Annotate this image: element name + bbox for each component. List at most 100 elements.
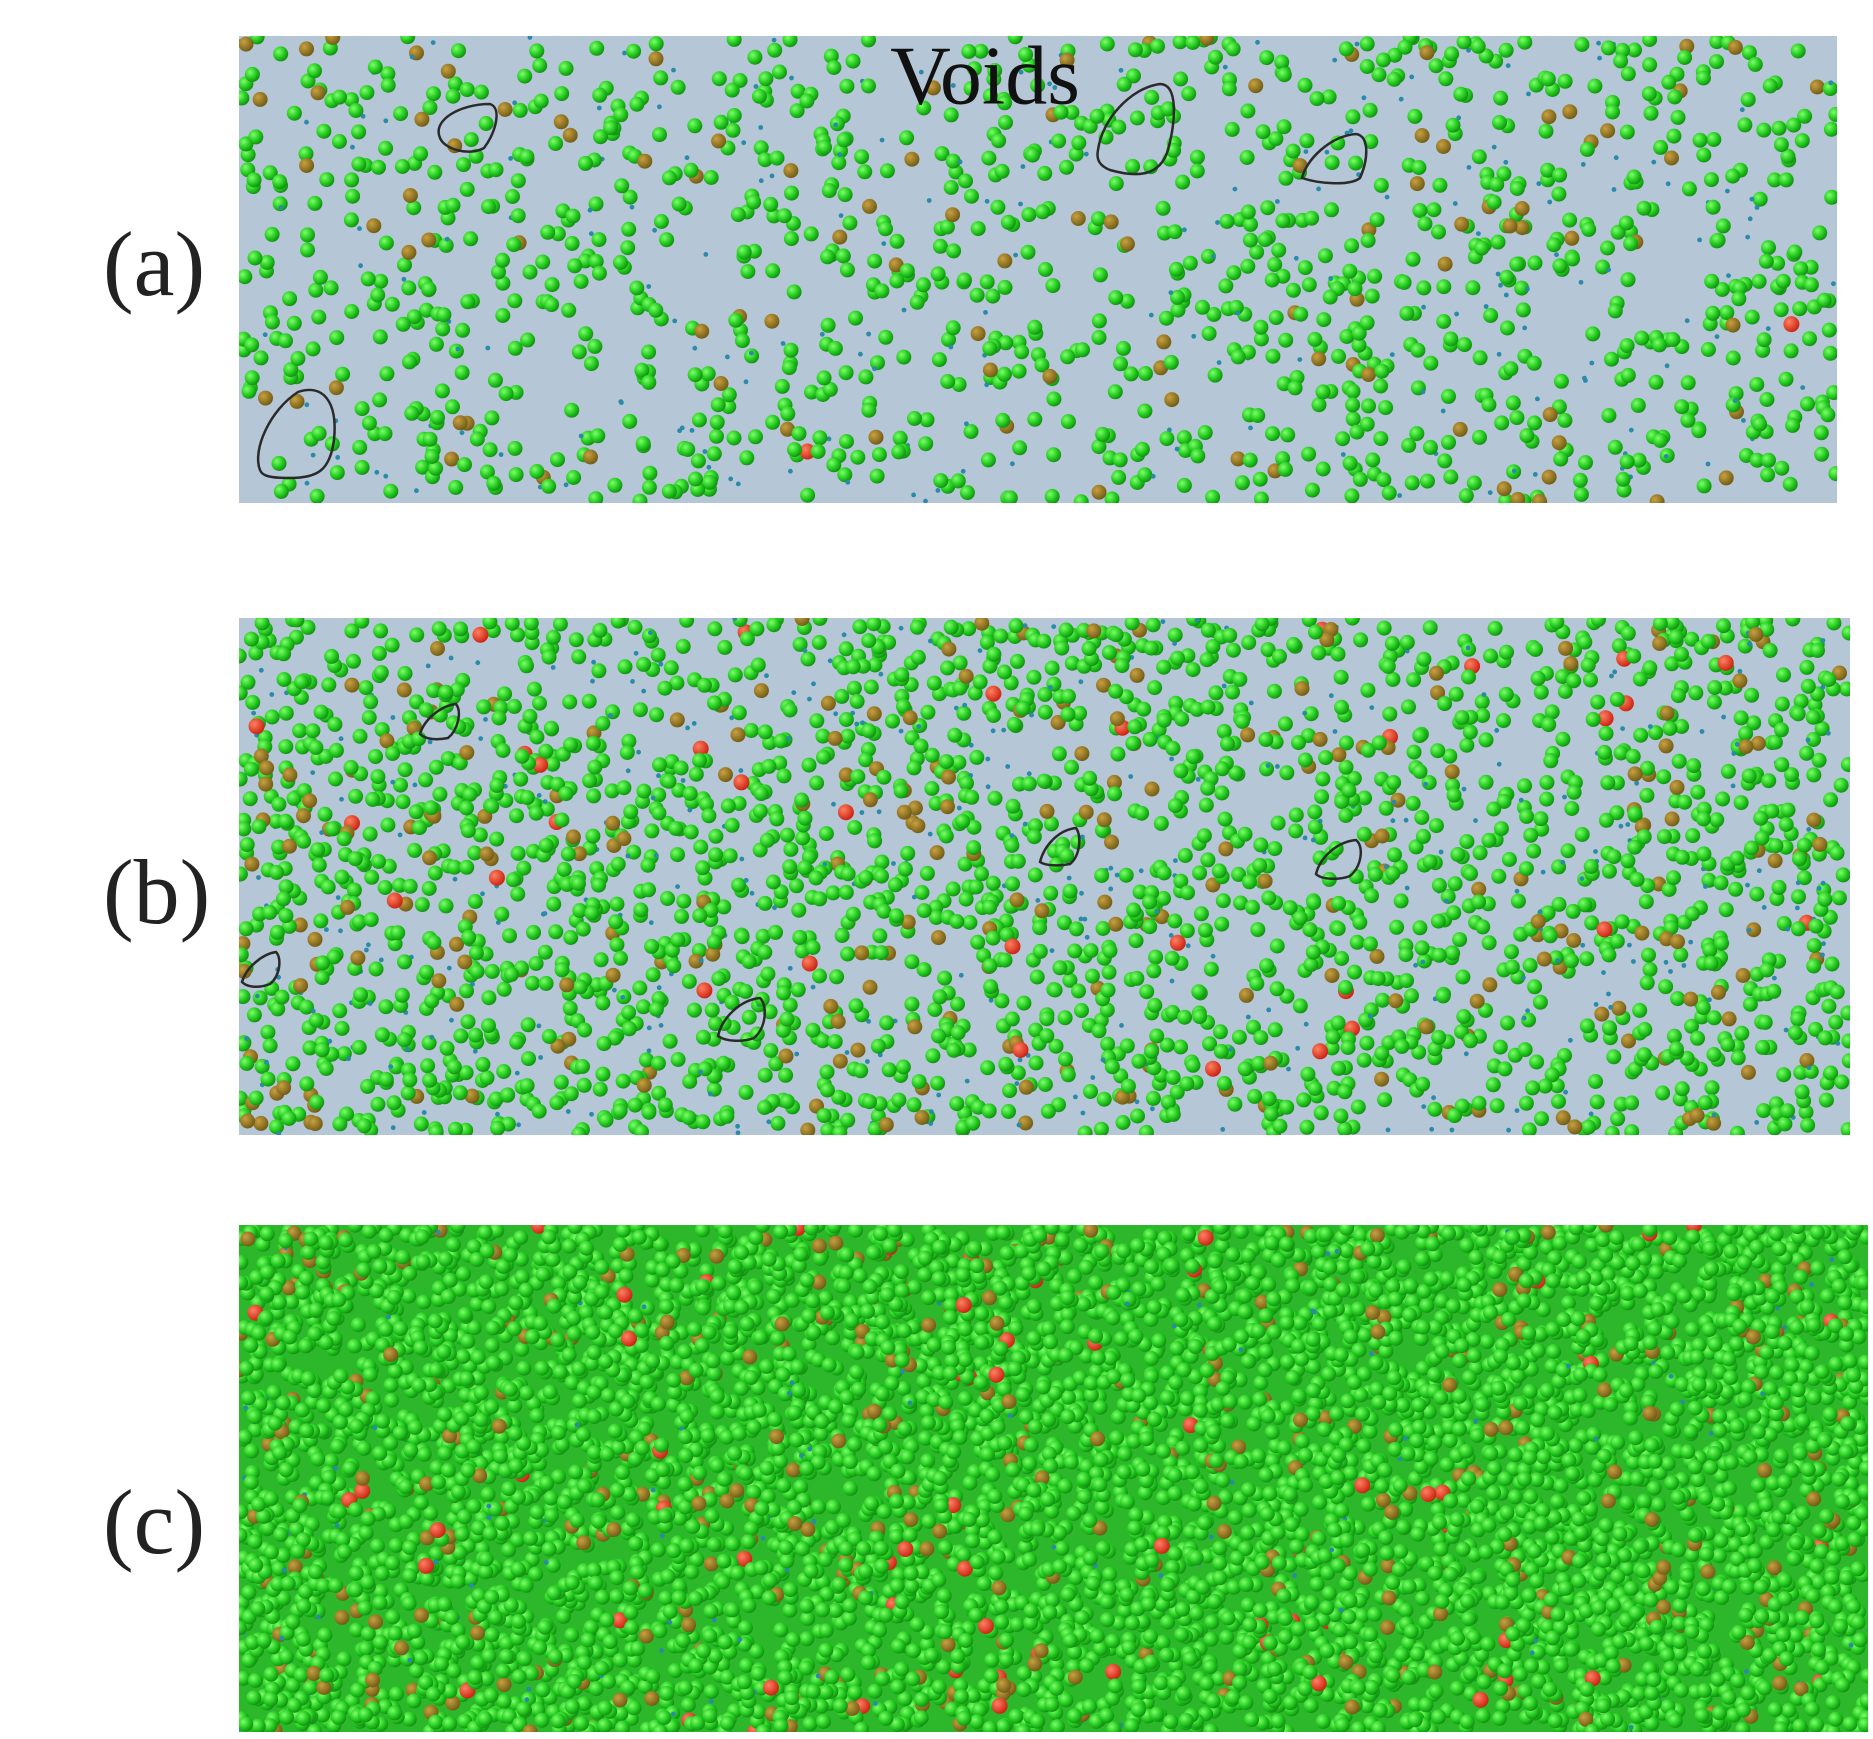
particle xyxy=(1214,785,1230,801)
particle xyxy=(1563,656,1579,672)
particle xyxy=(1404,475,1420,491)
particle xyxy=(724,82,740,98)
particle xyxy=(593,952,609,968)
particle xyxy=(561,1031,577,1047)
particle xyxy=(1754,830,1770,846)
particle xyxy=(1173,1039,1189,1055)
particle xyxy=(1398,96,1404,102)
particle xyxy=(1014,344,1030,360)
particle xyxy=(1227,1096,1243,1112)
particle xyxy=(661,773,677,789)
particle xyxy=(1234,714,1250,729)
particle xyxy=(1792,851,1807,867)
particle xyxy=(1458,488,1474,503)
particle xyxy=(1037,1077,1053,1092)
particle xyxy=(1757,1462,1772,1478)
particle xyxy=(841,632,847,638)
particle xyxy=(766,1119,772,1125)
particle xyxy=(1455,969,1471,985)
particle xyxy=(379,366,395,382)
particle xyxy=(1514,201,1530,216)
particle xyxy=(725,122,741,138)
particle xyxy=(1517,36,1533,50)
particle xyxy=(535,254,551,270)
particle xyxy=(1018,47,1034,62)
particle xyxy=(1456,1009,1472,1024)
particle xyxy=(759,832,775,848)
particle xyxy=(1659,705,1675,721)
particle xyxy=(1165,1070,1181,1085)
particle xyxy=(980,1060,996,1076)
particle xyxy=(413,146,429,162)
particle xyxy=(638,1628,654,1644)
particle xyxy=(335,366,351,382)
particle xyxy=(780,341,786,346)
particle xyxy=(1225,684,1240,700)
particle xyxy=(1821,672,1837,687)
particle xyxy=(651,1085,667,1101)
particle xyxy=(1664,363,1670,369)
particle xyxy=(1208,685,1224,701)
particle xyxy=(596,1036,612,1052)
particle xyxy=(1064,759,1079,775)
particle xyxy=(1244,899,1260,915)
particle xyxy=(1795,880,1801,886)
particle xyxy=(656,985,662,991)
particle xyxy=(896,349,912,365)
particle xyxy=(1770,255,1786,271)
particle xyxy=(1596,921,1613,938)
particle xyxy=(816,749,831,765)
particle xyxy=(1741,45,1757,61)
particle xyxy=(750,657,766,673)
particle xyxy=(1109,711,1125,727)
particle xyxy=(1540,905,1556,921)
particle xyxy=(1352,471,1368,487)
particle xyxy=(1710,232,1726,248)
particle xyxy=(1761,452,1776,468)
particle xyxy=(1330,1015,1346,1031)
particle xyxy=(1715,218,1731,234)
particle xyxy=(1303,706,1319,722)
particle xyxy=(239,963,252,979)
particle xyxy=(1302,835,1308,841)
particle xyxy=(1747,641,1752,647)
particle xyxy=(790,982,806,998)
particle xyxy=(1526,91,1531,97)
particle xyxy=(308,282,324,298)
particle xyxy=(1707,680,1723,695)
particle xyxy=(935,488,941,493)
particle xyxy=(296,833,312,849)
particle xyxy=(1790,706,1806,722)
particle xyxy=(1503,361,1519,377)
particle xyxy=(713,376,729,391)
particle xyxy=(1009,653,1025,669)
particle xyxy=(253,748,269,764)
particle xyxy=(545,629,561,645)
particle xyxy=(244,370,260,386)
particle xyxy=(1259,958,1275,974)
particle xyxy=(960,468,966,474)
particle xyxy=(383,118,389,124)
particle xyxy=(1330,135,1346,151)
particle xyxy=(1701,872,1717,888)
particle xyxy=(1730,1050,1746,1066)
particle xyxy=(390,1125,396,1131)
particle xyxy=(1292,910,1308,926)
particle xyxy=(1096,812,1112,828)
particle xyxy=(619,745,635,760)
particle xyxy=(1745,234,1751,240)
particle xyxy=(367,1001,373,1006)
particle xyxy=(709,414,725,430)
panel-a-particles xyxy=(239,36,1837,503)
particle xyxy=(1307,1081,1323,1096)
particle xyxy=(1478,732,1494,748)
particle xyxy=(1342,455,1358,471)
particle xyxy=(621,221,637,237)
particle xyxy=(1345,411,1361,427)
particle xyxy=(1471,881,1487,897)
particle xyxy=(1587,78,1603,94)
panel-b-particles xyxy=(239,618,1850,1135)
particle xyxy=(700,366,716,382)
particle xyxy=(1636,829,1652,845)
particle xyxy=(1627,806,1643,822)
